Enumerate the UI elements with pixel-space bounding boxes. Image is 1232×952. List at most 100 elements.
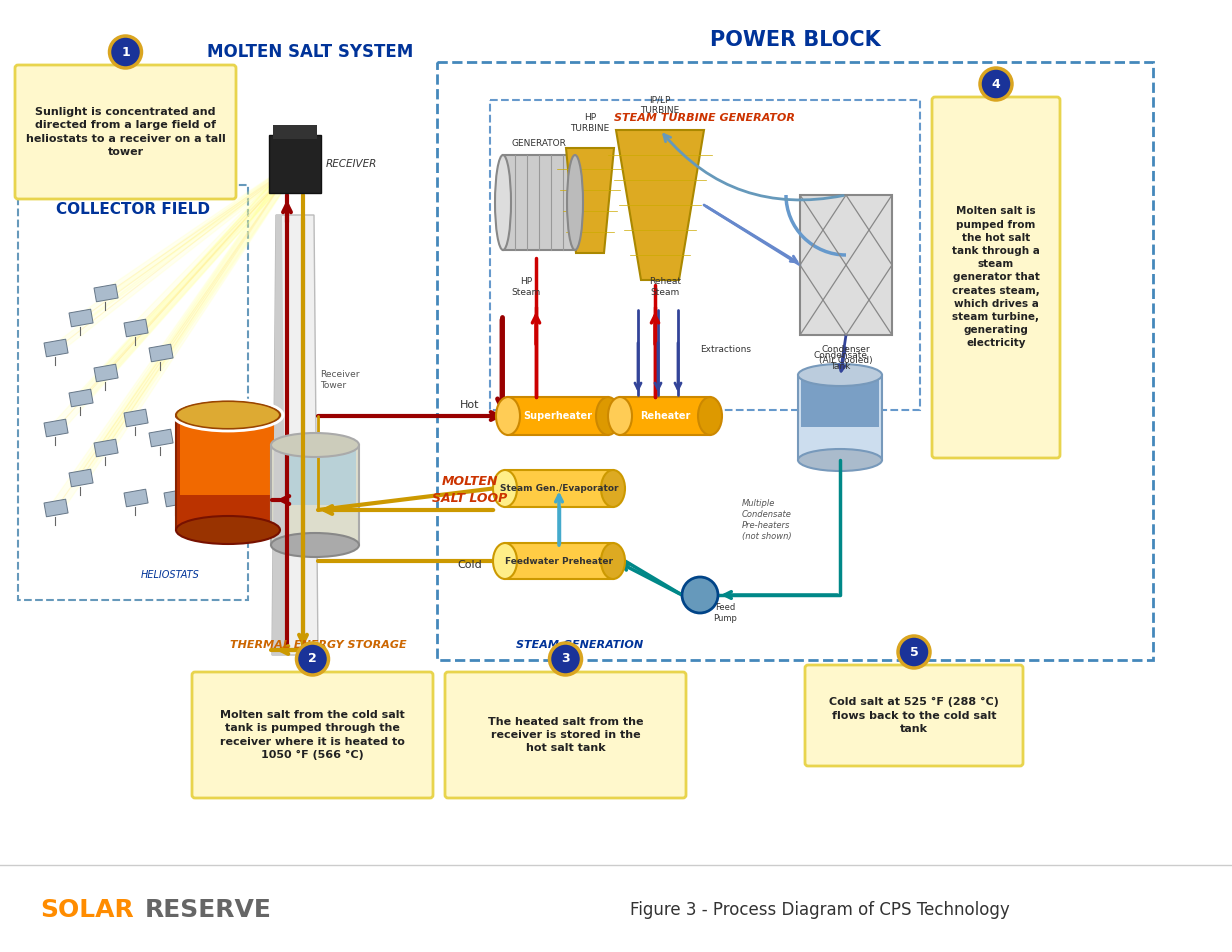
Text: THERMAL ENERGY STORAGE: THERMAL ENERGY STORAGE <box>229 640 407 650</box>
Bar <box>505 470 614 507</box>
Bar <box>94 285 118 302</box>
Ellipse shape <box>493 470 517 507</box>
Polygon shape <box>97 164 301 375</box>
Polygon shape <box>47 164 301 510</box>
Polygon shape <box>97 164 301 295</box>
Bar <box>94 439 118 457</box>
Text: 3: 3 <box>562 652 570 665</box>
Bar <box>798 375 882 460</box>
Ellipse shape <box>601 543 625 579</box>
Bar <box>274 125 317 139</box>
Text: Cold: Cold <box>457 560 483 570</box>
Text: Superheater: Superheater <box>524 411 593 421</box>
Text: Feedwater Preheater: Feedwater Preheater <box>505 557 614 565</box>
Bar <box>18 185 248 600</box>
Text: SOLAR: SOLAR <box>39 898 134 922</box>
Polygon shape <box>71 164 301 480</box>
Bar <box>69 309 94 327</box>
Bar <box>180 420 276 495</box>
Ellipse shape <box>798 364 882 386</box>
Text: HP
Steam: HP Steam <box>511 277 541 297</box>
Text: Hot: Hot <box>461 400 479 410</box>
Text: 4: 4 <box>992 77 1000 90</box>
Text: MOLTEN
SALT LOOP: MOLTEN SALT LOOP <box>432 475 508 505</box>
Circle shape <box>110 36 142 68</box>
Bar <box>437 62 1153 660</box>
Bar <box>149 429 174 446</box>
Text: Condenser
(Air Cooled): Condenser (Air Cooled) <box>819 346 872 365</box>
Ellipse shape <box>609 397 632 435</box>
Bar <box>490 100 920 410</box>
Text: Figure 3 - Process Diagram of CPS Technology: Figure 3 - Process Diagram of CPS Techno… <box>630 901 1010 919</box>
Text: Sunlight is concentrated and
directed from a large field of
heliostats to a rece: Sunlight is concentrated and directed fr… <box>26 108 225 157</box>
Bar <box>508 397 609 435</box>
Bar <box>505 543 614 579</box>
Bar <box>44 499 68 517</box>
Text: RECEIVER: RECEIVER <box>326 159 377 169</box>
Bar <box>124 489 148 506</box>
Bar <box>800 195 892 335</box>
Polygon shape <box>47 164 301 350</box>
Bar <box>164 489 188 506</box>
Ellipse shape <box>596 397 620 435</box>
Ellipse shape <box>495 155 511 250</box>
Text: 2: 2 <box>308 652 317 665</box>
Text: Cold salt at 525 °F (288 °C)
flows back to the cold salt
tank: Cold salt at 525 °F (288 °C) flows back … <box>829 697 999 734</box>
Ellipse shape <box>567 155 583 250</box>
Ellipse shape <box>271 533 359 557</box>
Text: Steam Gen./Evaporator: Steam Gen./Evaporator <box>500 484 618 493</box>
Bar <box>149 345 174 362</box>
Circle shape <box>898 636 930 668</box>
Text: The heated salt from the
receiver is stored in the
hot salt tank: The heated salt from the receiver is sto… <box>488 717 643 753</box>
Bar <box>69 469 94 486</box>
Ellipse shape <box>271 433 359 457</box>
Text: Condensate
Tank: Condensate Tank <box>813 351 867 370</box>
Text: Reheater: Reheater <box>639 411 690 421</box>
Bar <box>124 319 148 337</box>
Ellipse shape <box>798 449 882 471</box>
Text: RESERVE: RESERVE <box>145 898 272 922</box>
Circle shape <box>297 643 329 675</box>
FancyBboxPatch shape <box>445 672 686 798</box>
Bar <box>176 415 280 530</box>
Bar <box>44 339 68 357</box>
Text: GENERATOR: GENERATOR <box>511 138 567 148</box>
Circle shape <box>979 68 1011 100</box>
Text: 5: 5 <box>909 645 918 659</box>
Ellipse shape <box>176 516 280 544</box>
Polygon shape <box>272 215 318 655</box>
Text: Molten salt from the cold salt
tank is pumped through the
receiver where it is h: Molten salt from the cold salt tank is p… <box>221 710 405 760</box>
FancyBboxPatch shape <box>931 97 1060 458</box>
Bar <box>69 389 94 407</box>
Bar <box>124 409 148 426</box>
Bar <box>620 397 710 435</box>
Polygon shape <box>127 164 301 330</box>
Text: COLLECTOR FIELD: COLLECTOR FIELD <box>55 203 209 217</box>
Text: MOLTEN SALT SYSTEM: MOLTEN SALT SYSTEM <box>207 43 413 61</box>
Polygon shape <box>616 130 703 280</box>
Text: Extractions: Extractions <box>700 346 752 354</box>
Polygon shape <box>272 215 286 655</box>
Polygon shape <box>71 164 301 400</box>
Polygon shape <box>565 148 614 253</box>
Text: POWER BLOCK: POWER BLOCK <box>710 30 881 50</box>
Text: Receiver
Tower: Receiver Tower <box>320 370 360 390</box>
Bar <box>269 135 322 193</box>
Bar <box>44 419 68 437</box>
Ellipse shape <box>496 397 520 435</box>
Text: Reheat
Steam: Reheat Steam <box>649 277 681 297</box>
Bar <box>503 155 575 250</box>
Ellipse shape <box>699 397 722 435</box>
Text: HP
TURBINE: HP TURBINE <box>570 113 610 132</box>
FancyBboxPatch shape <box>15 65 237 199</box>
FancyBboxPatch shape <box>192 672 432 798</box>
Bar <box>94 365 118 382</box>
Bar <box>274 450 356 505</box>
Text: 1: 1 <box>121 46 129 58</box>
Text: STEAM GENERATION: STEAM GENERATION <box>516 640 643 650</box>
FancyBboxPatch shape <box>804 665 1023 766</box>
Circle shape <box>549 643 582 675</box>
Ellipse shape <box>601 470 625 507</box>
Polygon shape <box>97 164 301 450</box>
Text: Molten salt is
pumped from
the hot salt
tank through a
steam
generator that
crea: Molten salt is pumped from the hot salt … <box>952 207 1040 348</box>
